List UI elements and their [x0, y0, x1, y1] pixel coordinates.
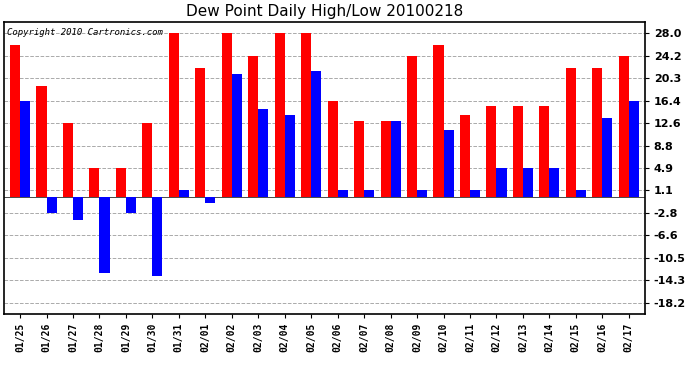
Bar [486, 106, 497, 197]
Bar [206, 197, 215, 203]
Bar [221, 33, 232, 197]
Bar [90, 168, 99, 197]
Bar [179, 190, 189, 197]
Bar [460, 115, 470, 197]
Bar [142, 123, 152, 197]
Bar [576, 190, 586, 197]
Bar [195, 68, 206, 197]
Bar [523, 168, 533, 197]
Bar [391, 121, 401, 197]
Bar [258, 109, 268, 197]
Bar [20, 101, 30, 197]
Bar [46, 197, 57, 213]
Bar [63, 123, 73, 197]
Bar [126, 197, 136, 213]
Bar [417, 190, 427, 197]
Bar [364, 190, 374, 197]
Bar [328, 101, 337, 197]
Bar [433, 45, 444, 197]
Bar [566, 68, 576, 197]
Bar [232, 74, 241, 197]
Bar [380, 121, 391, 197]
Bar [602, 118, 613, 197]
Bar [73, 197, 83, 220]
Bar [497, 168, 506, 197]
Bar [10, 45, 20, 197]
Bar [619, 56, 629, 197]
Title: Dew Point Daily High/Low 20100218: Dew Point Daily High/Low 20100218 [186, 4, 463, 19]
Bar [444, 130, 453, 197]
Bar [116, 168, 126, 197]
Bar [152, 197, 162, 276]
Bar [169, 33, 179, 197]
Bar [311, 71, 322, 197]
Bar [629, 101, 639, 197]
Bar [37, 86, 46, 197]
Bar [407, 56, 417, 197]
Bar [354, 121, 364, 197]
Bar [275, 33, 285, 197]
Bar [301, 33, 311, 197]
Bar [337, 190, 348, 197]
Bar [540, 106, 549, 197]
Bar [470, 190, 480, 197]
Bar [513, 106, 523, 197]
Bar [549, 168, 560, 197]
Bar [248, 56, 258, 197]
Bar [592, 68, 602, 197]
Text: Copyright 2010 Cartronics.com: Copyright 2010 Cartronics.com [8, 27, 164, 36]
Bar [99, 197, 110, 273]
Bar [285, 115, 295, 197]
